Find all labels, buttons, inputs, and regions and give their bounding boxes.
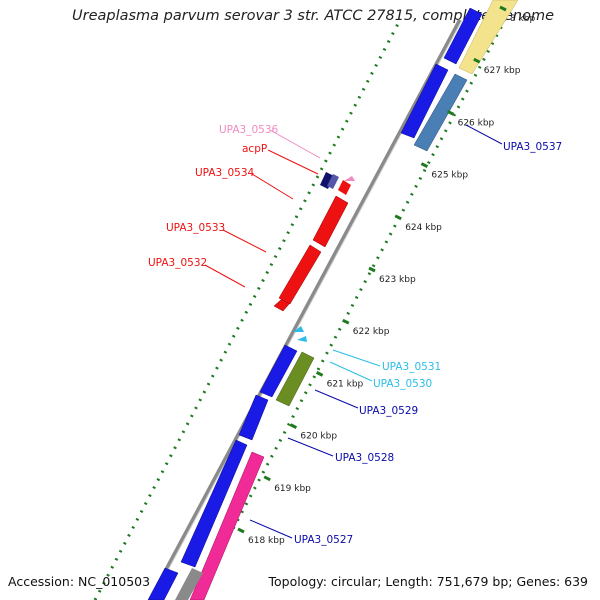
gene-UPA3_0533[interactable] — [278, 244, 322, 305]
gene-acpP[interactable] — [320, 172, 334, 189]
leader-UPA3_0530 — [329, 361, 373, 382]
label-UPA3_0534: UPA3_0534 — [195, 167, 255, 179]
inner-dotted-ring — [193, 19, 507, 600]
gene-UPA3_0531-b[interactable] — [297, 336, 307, 342]
ruler-tick-label-628: 8 kbp — [510, 14, 536, 24]
ruler-tick-621 — [315, 371, 324, 377]
ruler-tick-618 — [237, 527, 245, 534]
leader-UPA3_0533 — [222, 229, 267, 253]
leader-UPA3_0529 — [314, 389, 359, 409]
ruler-tick-625 — [420, 162, 429, 168]
leader-UPA3_0527 — [249, 519, 293, 539]
ruler-tick-622 — [342, 318, 350, 325]
genome-backbone — [148, 19, 462, 600]
gene-UPA3_0531[interactable] — [293, 326, 304, 332]
genome-title: Ureaplasma parvum serovar 3 str. ATCC 27… — [72, 8, 554, 24]
gene-UPA3_0530-blue[interactable] — [259, 344, 298, 398]
label-UPA3_0531: UPA3_0531 — [382, 361, 441, 373]
outer-dotted-ring — [93, 19, 402, 600]
ruler-tick-label-621: 621 kbp — [327, 379, 364, 389]
ruler-tick-619 — [263, 475, 271, 482]
genome-summary-text: Topology: circular; Length: 751,679 bp; … — [268, 574, 589, 589]
ruler-tick-label-623: 623 kbp — [379, 275, 416, 285]
ruler-tick-627 — [473, 57, 481, 64]
forward-strand-genes — [175, 0, 519, 600]
label-UPA3_0533: UPA3_0533 — [166, 222, 225, 234]
gene-blue-626[interactable] — [400, 63, 449, 139]
gene-UPA3_0529[interactable] — [238, 394, 269, 441]
label-UPA3_0529: UPA3_0529 — [359, 405, 418, 417]
gene-yellow[interactable] — [458, 0, 519, 75]
ruler-tick-label-626: 626 kbp — [458, 118, 495, 128]
ruler-tick-label-622: 622 kbp — [353, 327, 390, 337]
leader-UPA3_0528 — [287, 437, 334, 457]
ruler-tick-623 — [368, 266, 376, 273]
gene-pink[interactable] — [189, 451, 265, 600]
ruler-tick-label-627: 627 kbp — [484, 66, 521, 76]
ruler-tick-626 — [446, 110, 455, 116]
leader-UPA3_0532 — [204, 264, 246, 288]
ruler-ticks: 618 kbp 619 kbp 620 kbp 621 kbp 622 kbp 623 k… — [237, 5, 536, 546]
leader-UPA3_0536 — [269, 129, 321, 159]
ruler-tick-label-618: 618 kbp — [248, 536, 285, 546]
ruler-tick-label-625: 625 kbp — [431, 171, 468, 181]
label-UPA3_0537: UPA3_0537 — [503, 141, 562, 153]
leader-acpP — [267, 149, 319, 175]
gene-UPA3_0537[interactable] — [413, 73, 468, 152]
label-UPA3_0536: UPA3_0536 — [219, 124, 279, 136]
label-acpP: acpP — [242, 143, 267, 155]
leader-UPA3_0534 — [251, 173, 294, 200]
gene-red-small[interactable] — [338, 180, 351, 195]
ruler-tick-628 — [499, 5, 507, 12]
reverse-strand-genes — [147, 7, 483, 600]
ruler-tick-620 — [289, 423, 298, 429]
leader-UPA3_0531 — [332, 349, 381, 367]
ruler-tick-624 — [394, 214, 402, 221]
label-UPA3_0532: UPA3_0532 — [148, 257, 207, 269]
gene-blue-628[interactable] — [443, 7, 483, 65]
gene-labels: UPA3_0536 acpP UPA3_0534 UPA3_0533 UPA3_… — [148, 124, 562, 546]
label-UPA3_0527: UPA3_0527 — [294, 534, 353, 546]
gene-UPA3_0534[interactable] — [312, 195, 349, 248]
ruler-tick-label-619: 619 kbp — [274, 484, 311, 494]
gene-UPA3_0536[interactable] — [344, 176, 355, 181]
accession-text: Accession: NC_010503 — [8, 574, 151, 589]
gene-acpP-2[interactable] — [327, 174, 339, 189]
gene-UPA3_0530[interactable] — [275, 351, 315, 407]
label-UPA3_0528: UPA3_0528 — [335, 452, 394, 464]
ruler-tick-label-620: 620 kbp — [300, 432, 337, 442]
ruler-tick-label-624: 624 kbp — [405, 223, 442, 233]
gene-grey-bottom[interactable] — [175, 568, 203, 600]
gene-UPA3_0528[interactable] — [180, 439, 248, 568]
gene-UPA3_0527[interactable] — [147, 567, 179, 600]
label-UPA3_0530: UPA3_0530 — [373, 378, 432, 390]
leader-UPA3_0537 — [465, 124, 503, 145]
